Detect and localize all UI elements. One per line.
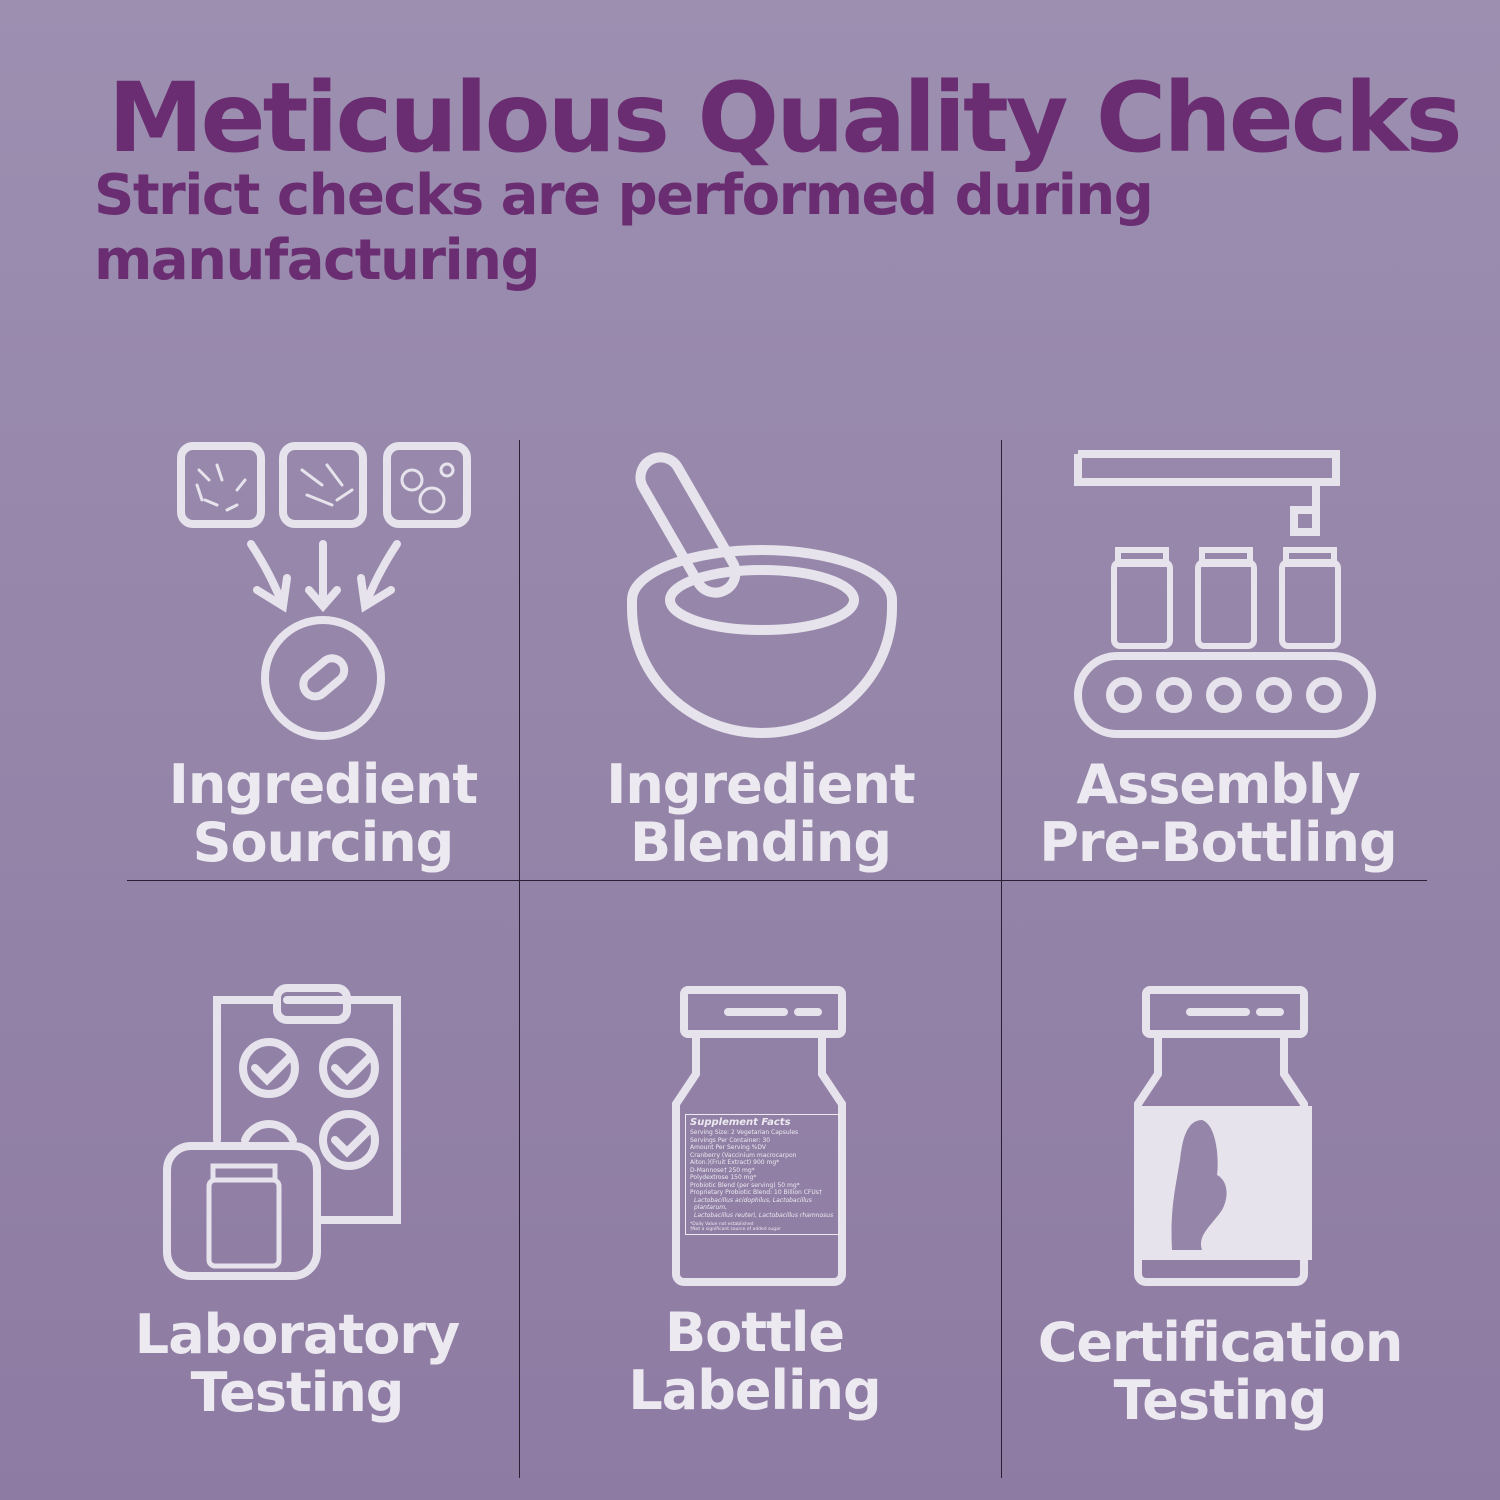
label-line: Lactobacillus acidophilus, Lactobacillus…: [694, 1196, 812, 1212]
label-line: Polydextrose 150 mg*: [690, 1174, 757, 1181]
step-title-line2: Blending: [630, 811, 892, 874]
mixing-bowl-icon: [627, 452, 897, 739]
label-line: Lactobacillus reuteri, Lactobacillus rha…: [694, 1211, 834, 1219]
divider: [519, 440, 520, 1478]
label-line: *Daily Value not established: [690, 1222, 754, 1227]
label-line: Proprietary Probiotic Blend: 10 Billion …: [690, 1189, 822, 1196]
label-line: Probiotic Blend (per serving) 50 mg*: [690, 1181, 800, 1189]
label-line: Serving Size: 2 Vegetarian Capsules: [690, 1129, 799, 1136]
clipboard-checks-icon: [163, 984, 401, 1280]
step-title-line2: Testing: [1113, 1369, 1328, 1432]
step-title-line2: Sourcing: [192, 811, 455, 874]
page-title: Meticulous Quality Checks: [108, 62, 1463, 174]
step-assembly-pre-bottling: Assembly Pre-Bottling: [1002, 440, 1442, 880]
supplement-facts-label: Supplement Facts Serving Size: 2 Vegetar…: [685, 1114, 840, 1235]
label-line: Servings Per Container: 30: [690, 1136, 771, 1144]
label-line: Amount Per Serving %DV: [690, 1144, 766, 1151]
step-title-line2: Pre-Bottling: [1039, 811, 1397, 874]
step-title-line1: Laboratory: [134, 1303, 460, 1366]
step-certification-testing: Certification Testing: [1002, 980, 1442, 1440]
label-line: †Not a significant source of added sugar: [690, 1227, 781, 1232]
page-subtitle: Strict checks are performed during manuf…: [94, 163, 1154, 293]
step-laboratory-testing: Laboratory Testing: [127, 980, 467, 1440]
divider: [127, 880, 1427, 881]
step-title-line1: Assembly: [1076, 753, 1360, 816]
divider: [1001, 440, 1002, 1478]
step-title-line2: Testing: [190, 1361, 405, 1424]
conveyor-bottling-icon: [1074, 450, 1376, 738]
step-title-line1: Ingredient: [168, 753, 479, 816]
step-title-line1: Ingredient: [606, 753, 916, 816]
label-line: Aiton.)(Fruit Extract) 900 mg*: [690, 1159, 780, 1166]
step-title-line1: Bottle: [664, 1301, 845, 1364]
certified-bottle-icon: [1134, 986, 1312, 1286]
step-bottle-labeling: Supplement Facts Serving Size: 2 Vegetar…: [520, 980, 1001, 1440]
step-ingredient-sourcing: Ingredient Sourcing: [127, 440, 519, 880]
step-title-line1: Certification: [1037, 1311, 1404, 1374]
label-line: D-Mannose† 250 mg*: [690, 1166, 755, 1174]
label-line: Cranberry (Vaccinium macrocarpon: [690, 1151, 797, 1159]
ingredients-to-capsule-icon: [177, 442, 471, 740]
step-ingredient-blending: Ingredient Blending: [520, 440, 1001, 880]
supplement-facts-title: Supplement Facts: [690, 1117, 791, 1128]
step-title-line2: Labeling: [628, 1359, 881, 1422]
labeled-bottle-icon: [672, 986, 846, 1286]
